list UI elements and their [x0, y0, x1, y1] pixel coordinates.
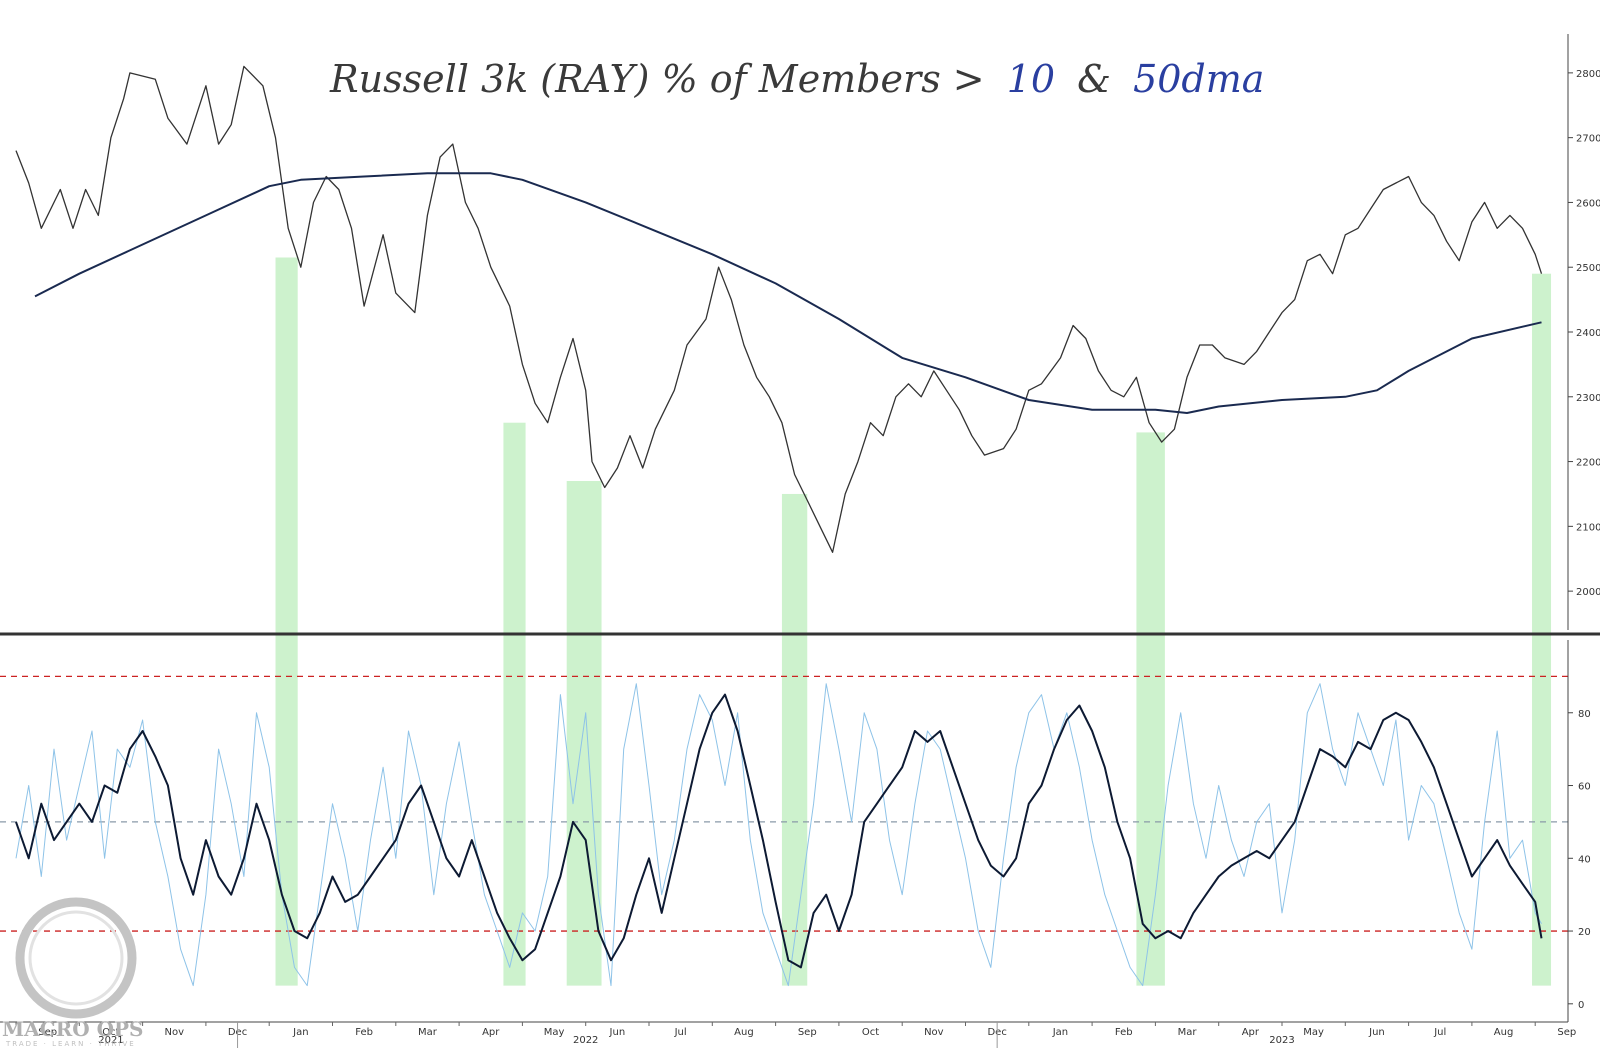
title-highlight-10: 10 [1007, 57, 1055, 101]
pct-above-50dma-line [15, 693, 1543, 969]
watermark-logo: MACRO OPS TRADE · LEARN · THRIVE [2, 897, 143, 1048]
month-label: Sep [1557, 1027, 1576, 1038]
month-label: Jan [292, 1027, 308, 1038]
month-label: Sep [798, 1027, 817, 1038]
highlight-bands [275, 257, 1552, 986]
month-label: Apr [482, 1027, 500, 1038]
price-tick-label: 2400 [1576, 328, 1600, 339]
highlight-band-4 [781, 493, 808, 986]
month-label: Jun [1368, 1027, 1385, 1038]
year-label: 2022 [573, 1035, 598, 1046]
year-label: 2023 [1269, 1035, 1294, 1046]
breadth-tick-label: 40 [1578, 854, 1591, 865]
price-tick-label: 2100 [1576, 522, 1600, 533]
price-y-axis: 2000 2100 2200 2300 2400 2500 2600 2700 2800 [1567, 34, 1600, 630]
price-panel: 2000 2100 2200 2300 2400 2500 2600 2700 2800 [15, 34, 1600, 630]
month-label: Feb [355, 1027, 373, 1038]
price-tick-label: 2200 [1576, 458, 1600, 469]
breadth-tick-label: 20 [1578, 927, 1591, 938]
month-label: Nov [924, 1027, 944, 1038]
month-label: Nov [164, 1027, 184, 1038]
highlight-band-6 [1532, 273, 1552, 986]
month-label: Aug [1494, 1027, 1514, 1038]
breadth-panel: 0 20 40 60 80 [0, 640, 1591, 1022]
month-label: Jul [674, 1027, 687, 1038]
year-label: 2021 [98, 1035, 123, 1046]
price-series-line [15, 65, 1543, 553]
month-label: Sep [38, 1027, 57, 1038]
moving-average-line [34, 172, 1542, 414]
title-prefix: Russell 3k (RAY) % of Members > [329, 57, 985, 101]
month-label: May [544, 1027, 565, 1038]
month-label: Oct [862, 1027, 879, 1038]
highlight-band-1 [275, 257, 298, 986]
month-label: Feb [1115, 1027, 1133, 1038]
breadth-y-axis: 0 20 40 60 80 [1567, 640, 1591, 1022]
watermark-text: MACRO OPS [2, 1017, 143, 1041]
watermark-subtext: TRADE · LEARN · THRIVE [5, 1040, 136, 1048]
highlight-band-2 [503, 422, 526, 986]
price-tick-label: 2000 [1576, 587, 1600, 598]
title-connector: & [1077, 57, 1111, 101]
month-label: Mar [1178, 1027, 1198, 1038]
highlight-band-3 [566, 481, 602, 986]
month-label: Jan [1052, 1027, 1068, 1038]
price-tick-label: 2700 [1576, 134, 1600, 145]
x-axis: Sep Oct Nov Dec Jan Feb Mar Apr May Jun Jul Aug Sep O… [0, 1021, 1576, 1048]
title-highlight-50dma: 50dma [1133, 57, 1264, 101]
month-label: Oct [102, 1027, 119, 1038]
month-label: Aug [734, 1027, 754, 1038]
pct-above-10dma-line [15, 683, 1542, 987]
price-tick-label: 2300 [1576, 393, 1600, 404]
month-label: Jul [1433, 1027, 1446, 1038]
price-tick-label: 2500 [1576, 263, 1600, 274]
breadth-tick-label: 80 [1578, 709, 1591, 720]
highlight-band-5 [1136, 432, 1165, 986]
month-label: Apr [1242, 1027, 1260, 1038]
month-label: May [1303, 1027, 1324, 1038]
chart-title: Russell 3k (RAY) % of Members > 10 & 50d… [329, 57, 1264, 101]
month-label: Mar [418, 1027, 438, 1038]
month-label: Jun [609, 1027, 626, 1038]
price-tick-label: 2800 [1576, 69, 1600, 80]
breadth-tick-label: 60 [1578, 782, 1591, 793]
breadth-tick-label: 0 [1578, 1000, 1584, 1011]
price-tick-label: 2600 [1576, 198, 1600, 209]
